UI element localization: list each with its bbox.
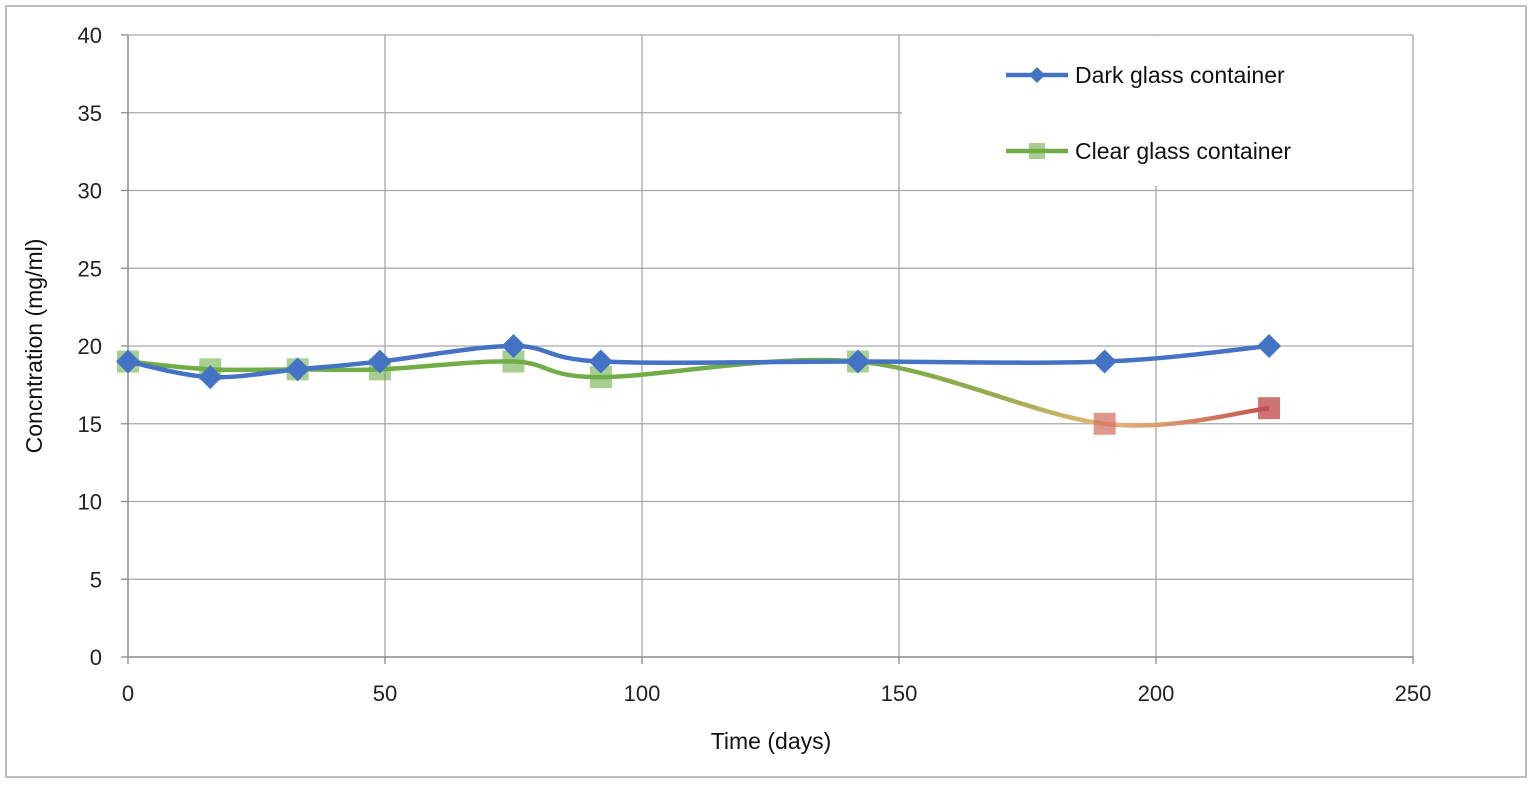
- y-tick-label: 20: [78, 334, 102, 359]
- y-tick-labels: 0 5 10 15 20 25 30 35 40: [78, 23, 102, 670]
- y-tick-label: 5: [90, 567, 102, 592]
- series-line: [127, 357, 1270, 428]
- x-tick-label: 150: [881, 681, 918, 706]
- legend-label: Clear glass container: [1075, 138, 1291, 164]
- legend-diamond-marker: [1029, 67, 1045, 83]
- x-tick-label: 0: [122, 681, 134, 706]
- clear-glass-point: [1093, 412, 1116, 435]
- y-tick-label: 15: [78, 412, 102, 437]
- legend-square-marker: [1029, 143, 1045, 159]
- dark-glass-point: [588, 349, 613, 374]
- dark-glass-point: [1257, 334, 1282, 358]
- dark-glass-point: [198, 365, 223, 390]
- y-tick-label: 30: [78, 179, 102, 204]
- dark-glass-point: [1092, 349, 1117, 374]
- series-layer: [116, 334, 1282, 435]
- clear-glass-point: [1258, 397, 1281, 420]
- clear-glass-point: [589, 366, 612, 389]
- y-tick-label: 0: [90, 645, 102, 670]
- x-tick-label: 50: [373, 681, 397, 706]
- series-line: [127, 343, 1270, 380]
- y-axis-title: Concntration (mg/ml): [21, 239, 47, 454]
- dark-glass-point: [501, 334, 526, 358]
- dark-glass-point: [367, 349, 392, 374]
- clear-glass-point: [502, 350, 525, 373]
- x-axis-title: Time (days): [711, 728, 832, 754]
- y-tick-label: 35: [78, 101, 102, 126]
- x-tick-label: 200: [1138, 681, 1175, 706]
- dark-glass-point: [116, 349, 140, 374]
- y-tick-label: 10: [78, 490, 102, 515]
- x-tick-label: 250: [1395, 681, 1432, 706]
- dark-glass-point: [845, 349, 870, 374]
- axes: [121, 34, 1414, 664]
- x-tick-label: 100: [624, 681, 661, 706]
- x-tick-labels: 0 50 100 150 200 250: [122, 681, 1431, 706]
- dark-glass-point: [285, 357, 310, 382]
- legend-label: Dark glass container: [1075, 62, 1285, 88]
- legend: Dark glass container Clear glass containe…: [902, 36, 1412, 186]
- y-tick-label: 40: [78, 23, 102, 48]
- legend-background: [902, 36, 1412, 186]
- y-tick-label: 25: [78, 256, 102, 281]
